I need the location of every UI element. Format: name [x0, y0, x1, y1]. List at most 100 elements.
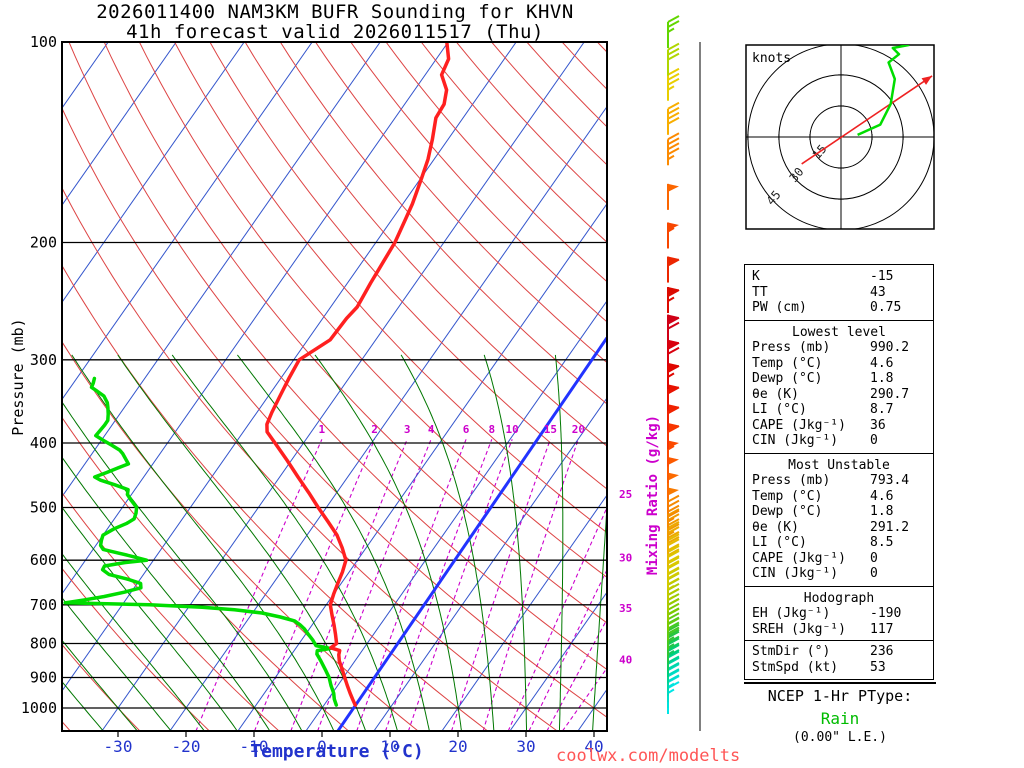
svg-text:35: 35	[619, 602, 632, 615]
temperature-trace	[265, 42, 451, 707]
stat-label: Press (mb)	[752, 340, 831, 355]
svg-text:100: 100	[30, 33, 57, 51]
stat-label: TT	[752, 284, 768, 300]
ptype-extra: (0.00" L.E.)	[793, 730, 887, 745]
wind-barb	[667, 256, 680, 283]
wind-barb	[667, 314, 680, 341]
pressure-axis-label: Pressure (mb)	[9, 318, 27, 436]
wind-barb	[667, 42, 680, 76]
svg-text:3: 3	[404, 423, 411, 436]
hodograph-stats-box: Hodograph EH (Jkg⁻¹) -190 SREH (Jkg⁻¹) 117 St…	[744, 585, 934, 680]
stat-value: 1.8	[870, 371, 894, 386]
stat-row: TT 43	[752, 285, 926, 301]
svg-text:30: 30	[516, 737, 535, 756]
stats-section-header: Most Unstable	[788, 457, 890, 473]
indices-box: K -15 TT 43 PW (cm) 0.75	[744, 264, 934, 321]
stat-label: StmSpd (kt)	[752, 659, 839, 675]
ptype-value: Rain	[820, 709, 860, 728]
stat-row: CAPE (Jkg⁻¹) 0	[752, 551, 926, 567]
svg-text:900: 900	[30, 669, 57, 687]
stat-value: 4.6	[870, 355, 894, 371]
svg-text:4: 4	[428, 423, 435, 436]
stat-label: CIN (Jkg⁻¹)	[752, 566, 839, 581]
stat-row: CIN (Jkg⁻¹) 0	[752, 566, 926, 582]
svg-text:200: 200	[30, 233, 57, 251]
stat-value: 236	[870, 644, 894, 659]
svg-text:800: 800	[30, 634, 57, 652]
wind-barb	[667, 67, 680, 101]
wind-barb	[667, 15, 680, 48]
svg-text:500: 500	[30, 499, 57, 517]
svg-text:0: 0	[317, 737, 327, 756]
mixing-ratio-labels: 1 2 3 4 6 8 10 15 20 25 30 35 40	[319, 423, 633, 667]
wind-barb	[667, 132, 680, 166]
stat-label: CAPE (Jkg⁻¹)	[752, 417, 846, 433]
stat-value: 0	[870, 433, 878, 448]
stats-section-header: Hodograph	[803, 590, 875, 606]
stat-value: -190	[870, 606, 902, 621]
dry-adiabat-lines	[62, 42, 607, 731]
plot-frame	[61, 41, 608, 732]
stat-row: CAPE (Jkg⁻¹) 36	[752, 418, 926, 434]
wind-barb	[667, 494, 680, 528]
pressure-gridlines	[62, 42, 607, 709]
stat-row: θe (K) 291.2	[752, 520, 926, 536]
svg-text:40: 40	[619, 654, 632, 667]
stat-value: 36	[870, 417, 886, 433]
svg-text:8: 8	[488, 423, 495, 436]
stat-label: Temp (°C)	[752, 488, 823, 504]
stat-label: StmDir (°)	[752, 644, 831, 659]
hodograph: 153045knots	[745, 44, 935, 230]
svg-text:400: 400	[30, 434, 57, 452]
plot-area	[62, 42, 607, 731]
svg-text:700: 700	[30, 596, 57, 614]
wind-barb	[667, 287, 680, 314]
svg-text:10: 10	[506, 423, 519, 436]
moist-adiabat-lines	[62, 354, 607, 731]
stat-value: -15	[870, 269, 894, 284]
wind-barb	[667, 222, 679, 249]
stat-value: 0.75	[870, 300, 902, 315]
stat-label: CIN (Jkg⁻¹)	[752, 433, 839, 448]
stats-section-header: Lowest level	[792, 324, 886, 340]
ptype-block: NCEP 1-Hr PType: Rain (0.00" L.E.)	[744, 682, 936, 745]
stat-label: Press (mb)	[752, 473, 831, 488]
svg-text:600: 600	[30, 551, 57, 569]
wind-barb	[667, 362, 680, 389]
wind-barb-column	[667, 15, 680, 714]
stat-value: 793.4	[870, 473, 910, 488]
ptype-divider	[744, 682, 936, 684]
stat-value: 1.8	[870, 504, 894, 519]
wind-barb	[667, 472, 679, 499]
stat-value: 990.2	[870, 340, 910, 355]
svg-text:2: 2	[371, 423, 378, 436]
stat-value: 53	[870, 659, 886, 675]
wind-barb	[667, 101, 680, 135]
watermark: coolwx.com/modelts	[556, 746, 741, 766]
stat-row: LI (°C) 8.7	[752, 402, 926, 418]
stat-row: StmDir (°) 236	[752, 644, 926, 660]
lowest-level-box: Lowest level Press (mb) 990.2 Temp (°C) 4.6 D…	[744, 319, 934, 454]
temperature-axis-label: Temperature (°C)	[250, 741, 424, 762]
stat-label: LI (°C)	[752, 402, 807, 417]
stat-row: Temp (°C) 4.6	[752, 489, 926, 505]
storm-motion-vector	[801, 75, 933, 165]
svg-text:25: 25	[619, 488, 632, 501]
stat-row: StmSpd (kt) 53	[752, 660, 926, 676]
stat-row: Press (mb) 793.4	[752, 473, 926, 489]
wind-barb	[667, 508, 680, 542]
stat-label: EH (Jkg⁻¹)	[752, 606, 831, 621]
hodograph-units-label: knots	[752, 51, 791, 66]
stat-label: θe (K)	[752, 519, 799, 535]
svg-text:1000: 1000	[21, 699, 57, 717]
parcel-reference-line	[336, 336, 607, 731]
svg-text:-10: -10	[240, 737, 269, 756]
stat-value: 291.2	[870, 519, 910, 535]
svg-text:15: 15	[544, 423, 557, 436]
svg-text:-20: -20	[172, 737, 201, 756]
stat-row: K -15	[752, 269, 926, 285]
svg-text:300: 300	[30, 351, 57, 369]
stat-row: Dewp (°C) 1.8	[752, 371, 926, 387]
